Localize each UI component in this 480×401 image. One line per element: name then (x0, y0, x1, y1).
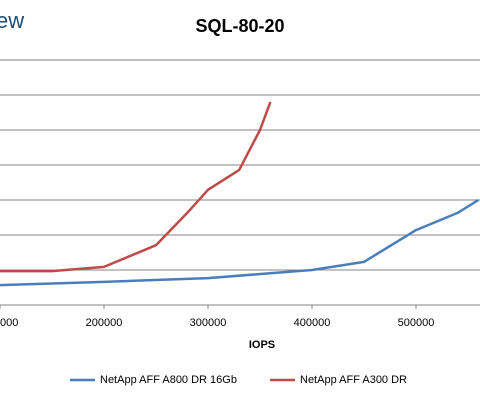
legend-label: NetApp AFF A300 DR (300, 374, 407, 386)
series-line (0, 101, 272, 273)
series-line (0, 198, 480, 287)
x-axis-label: IOPS (249, 339, 275, 351)
x-tick-label: 200000 (86, 317, 123, 329)
plot-area (0, 59, 480, 306)
x-tick-label: 500000 (398, 317, 435, 329)
legend-label: NetApp AFF A800 DR 16Gb (100, 374, 237, 386)
chart-title: SQL-80-20 (195, 16, 284, 36)
x-tick-label: 300000 (190, 317, 227, 329)
watermark: ew (0, 8, 24, 33)
x-tick-label: 100000 (0, 317, 18, 329)
x-tick-label: 400000 (294, 317, 331, 329)
